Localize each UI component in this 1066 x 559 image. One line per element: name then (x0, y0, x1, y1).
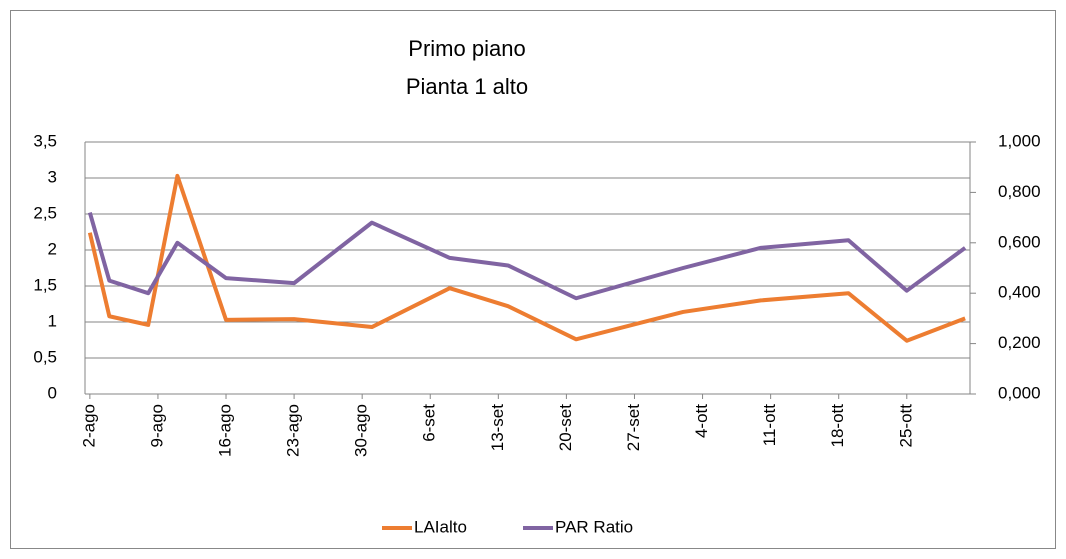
x-tick-label: 4-ott (692, 404, 711, 438)
chart-subtitle: Pianta 1 alto (406, 74, 528, 99)
x-tick-label: 23-ago (284, 404, 303, 457)
x-tick-label: 16-ago (216, 404, 235, 457)
x-tick-label: 11-ott (760, 404, 779, 446)
x-tick-label: 18-ott (828, 404, 847, 448)
x-tick-label: 27-set (624, 404, 643, 452)
line-series (87, 212, 967, 301)
y-tick-label: 1,5 (33, 275, 57, 294)
y-tick-label: 1 (48, 311, 57, 330)
y2-tick-label: 0,200 (998, 333, 1041, 352)
x-tick-label: 6-set (420, 404, 439, 442)
y-tick-label: 0 (48, 383, 57, 402)
y-tick-label: 0,5 (33, 347, 57, 366)
x-tick-label: 13-set (488, 404, 507, 452)
y-tick-label: 3,5 (33, 131, 57, 150)
y2-tick-label: 0,400 (998, 283, 1041, 302)
y2-tick-label: 1,000 (998, 131, 1041, 150)
y2-tick-label: 0,600 (998, 232, 1041, 251)
legend-label: PAR Ratio (555, 517, 633, 536)
y2-tick-label: 0,800 (998, 182, 1041, 201)
x-tick-label: 30-ago (352, 404, 371, 457)
y-tick-label: 2,5 (33, 203, 57, 222)
y2-tick-label: 0,000 (998, 383, 1041, 402)
x-tick-label: 25-ott (896, 404, 915, 448)
chart-title: Primo piano (408, 36, 525, 61)
legend-label: LAIalto (414, 517, 467, 536)
y-tick-label: 3 (48, 167, 57, 186)
x-tick-label: 9-ago (147, 404, 166, 447)
y-tick-label: 2 (48, 239, 57, 258)
x-tick-label: 2-ago (79, 404, 98, 447)
x-tick-label: 20-set (556, 404, 575, 452)
